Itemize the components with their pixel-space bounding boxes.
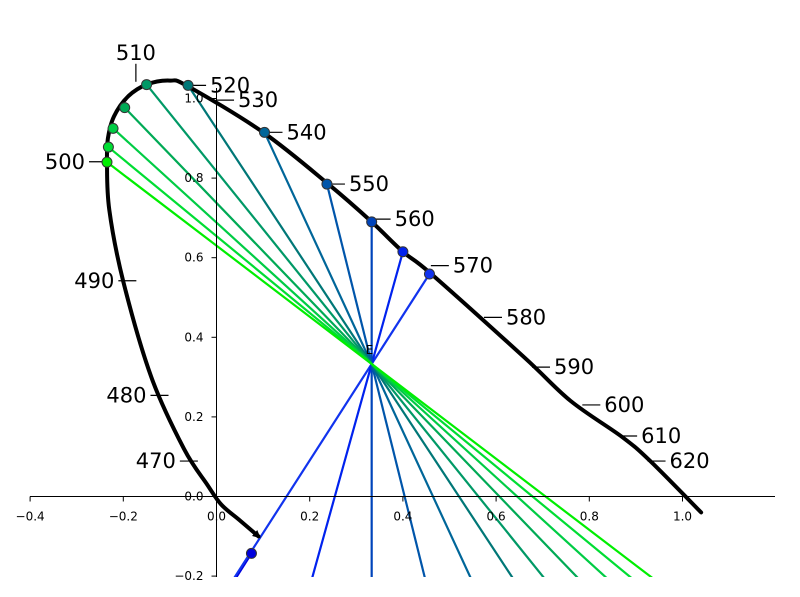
- wavelength-label-510: 510: [116, 41, 156, 65]
- ray-line-2: [311, 251, 404, 577]
- ray-endpoint-9: [107, 122, 119, 134]
- y-tick-label: 0.2: [184, 410, 203, 424]
- wavelength-label-550: 550: [349, 172, 389, 196]
- y-tick-label: 0.0: [184, 490, 203, 504]
- wavelength-label-530: 530: [238, 88, 278, 112]
- y-tick-label: 0.4: [184, 330, 203, 344]
- axes: −0.4 −0.2 0.0 0.2 0.4 0.6 0.8 1.0 −0.2 0.0 0.2 0.4 0…: [16, 88, 775, 583]
- wavelength-label-500: 500: [45, 150, 85, 174]
- wavelength-label-520: 520: [210, 73, 250, 97]
- ray-endpoint-2: [397, 246, 409, 258]
- y-tick-label: 0.8: [184, 171, 203, 185]
- ray-line-11: [106, 161, 653, 577]
- wavelength-label-480: 480: [106, 383, 146, 407]
- wavelength-label-490: 490: [74, 269, 114, 293]
- y-tick-label: −0.2: [174, 569, 203, 583]
- ray-endpoint-10: [102, 141, 114, 153]
- ray-endpoint-5: [258, 126, 270, 138]
- x-tick-label: 0.2: [300, 510, 319, 524]
- wavelength-label-620: 620: [670, 449, 710, 473]
- locus-curve: [104, 78, 704, 539]
- ray-line-4: [325, 183, 426, 577]
- wavelength-label-610: 610: [641, 424, 681, 448]
- x-tick-label: 0.6: [487, 510, 506, 524]
- ray-endpoint-0: [245, 547, 257, 559]
- y-tick-label: 0.6: [184, 251, 203, 265]
- ray-line-7: [145, 83, 545, 577]
- ray-endpoints: [101, 79, 435, 559]
- ray-endpoint-3: [366, 216, 378, 228]
- ray-endpoint-1: [423, 268, 435, 280]
- ray-line-6: [187, 84, 514, 577]
- x-tick-label: 0.8: [580, 510, 599, 524]
- ray-line-1: [233, 273, 431, 577]
- spectral-locus: [104, 78, 704, 539]
- ray-endpoint-11: [101, 156, 113, 168]
- wavelength-label-540: 540: [286, 120, 326, 144]
- wavelength-label-560: 560: [395, 207, 435, 231]
- wavelength-label-600: 600: [604, 393, 644, 417]
- ray-line-0: [235, 552, 253, 577]
- x-tick-label: −0.4: [16, 510, 45, 524]
- x-tick-label: 0.0: [207, 510, 226, 524]
- wavelength-label-470: 470: [136, 449, 176, 473]
- ray-endpoint-6: [182, 79, 194, 91]
- wavelength-ticks: [88, 63, 666, 462]
- x-tick-label: 1.0: [673, 510, 692, 524]
- ray-endpoint-7: [141, 79, 153, 91]
- wavelength-label-580: 580: [506, 305, 546, 329]
- ray-endpoint-4: [321, 178, 333, 190]
- wavelength-label-590: 590: [554, 355, 594, 379]
- x-tick-label: −0.2: [109, 510, 138, 524]
- x-tick-label: 0.4: [393, 510, 412, 524]
- ray-endpoint-8: [119, 102, 131, 114]
- white-point-label: E: [366, 343, 374, 357]
- ray-lines: [106, 83, 653, 577]
- wavelength-label-570: 570: [453, 254, 493, 278]
- y-tick-label: 1.0: [184, 92, 203, 106]
